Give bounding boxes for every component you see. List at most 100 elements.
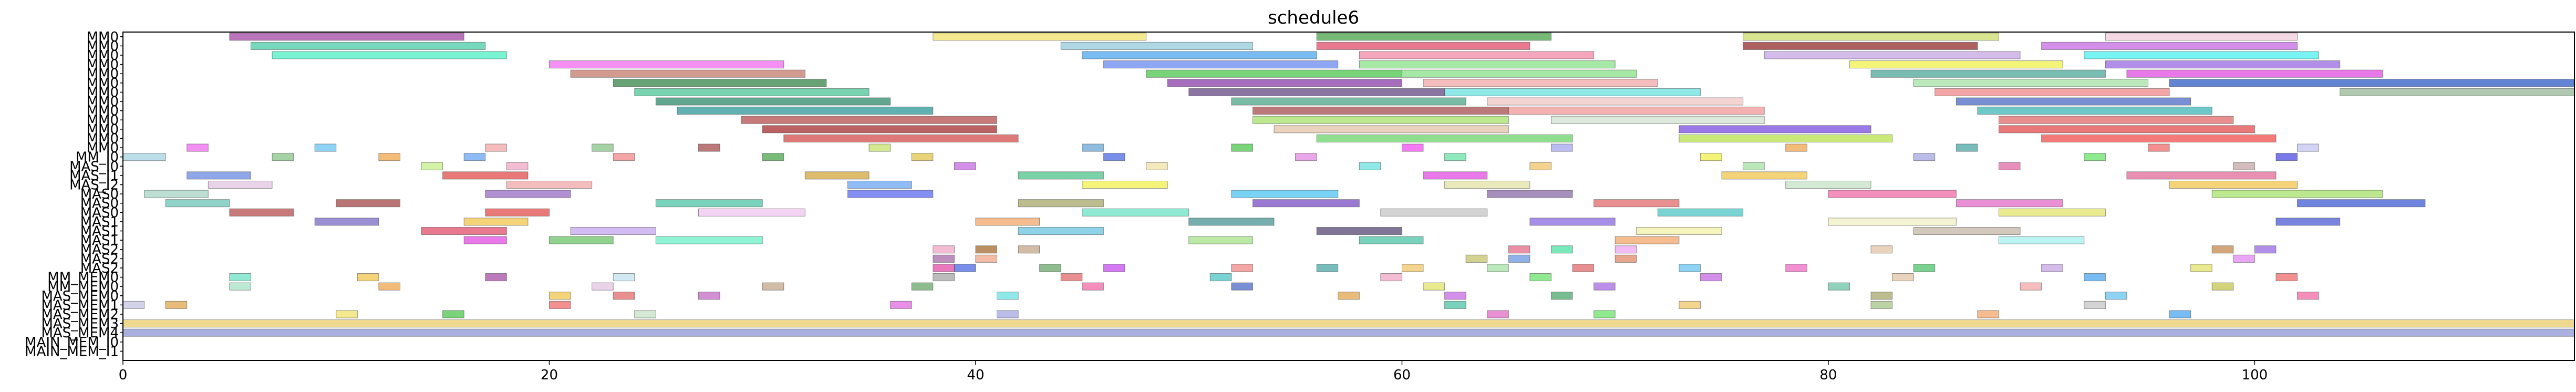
task-bar <box>1785 180 1871 189</box>
task-bar <box>144 190 209 198</box>
task-bar <box>1679 264 1701 272</box>
task-bar <box>1828 190 1957 198</box>
task-bar <box>933 273 955 282</box>
task-bar <box>1188 88 1445 96</box>
task-bar <box>1977 310 2000 318</box>
x-tick-label: 80 <box>1819 367 1837 383</box>
task-bar <box>975 218 1040 226</box>
row-label: MM0 <box>87 140 119 156</box>
task-bar <box>1316 42 1530 50</box>
task-bar <box>357 273 379 282</box>
task-bar <box>2084 273 2106 282</box>
task-bar <box>1550 116 1765 124</box>
row-label: MM0 <box>87 122 119 138</box>
task-bar <box>1594 199 1680 208</box>
task-bar <box>1679 125 1871 133</box>
task-bar <box>847 180 912 189</box>
task-bar <box>1487 310 1509 318</box>
task-bar <box>1231 282 1253 291</box>
row-label: MAS_MEM4 <box>41 325 119 341</box>
task-bar <box>1721 171 1807 180</box>
task-bar <box>1999 208 2106 216</box>
task-bar <box>1423 282 1445 291</box>
x-tick-label: 0 <box>119 367 128 383</box>
task-bar <box>1231 190 1339 198</box>
task-bar <box>463 153 486 161</box>
task-bar <box>975 245 998 254</box>
task-bar <box>2126 69 2383 78</box>
task-bar <box>549 236 614 244</box>
task-bar <box>1828 282 1850 291</box>
task-bar <box>1700 153 1722 161</box>
task-bar <box>378 153 400 161</box>
task-bar <box>954 162 976 170</box>
x-tick-label: 60 <box>1393 367 1411 383</box>
task-bar <box>165 199 230 208</box>
row-labels: MM0MM0MM0MM0MM0MM0MM0MM0MM0MM0MM0MM0MM0M… <box>25 29 123 359</box>
task-bar <box>1870 292 1893 300</box>
task-bar <box>549 301 571 309</box>
task-bar <box>229 208 294 216</box>
task-bar <box>506 162 529 170</box>
task-bar <box>762 125 998 133</box>
task-bar <box>336 310 358 318</box>
task-bar <box>1359 51 1595 59</box>
task-bar <box>187 171 251 180</box>
task-bar <box>1167 79 1402 87</box>
task-bar <box>613 79 827 87</box>
task-bar <box>1999 125 2255 133</box>
row-label: MAS_MEM2 <box>41 307 119 323</box>
task-bar <box>1529 162 1551 170</box>
task-bar <box>1039 264 1061 272</box>
row-label: MM_I0 <box>76 150 119 166</box>
task-bar <box>868 143 891 152</box>
task-bar <box>250 42 486 50</box>
task-bar <box>655 199 763 208</box>
row-label: MAS2 <box>80 261 119 276</box>
task-bar <box>2126 171 2277 180</box>
task-bar <box>2211 245 2234 254</box>
row-label: MM_MEM0 <box>47 279 119 295</box>
task-bar <box>1892 273 1914 282</box>
row-label: MM0 <box>87 66 119 82</box>
task-bar <box>122 153 166 161</box>
task-bar <box>570 69 805 78</box>
task-bar <box>1060 42 1253 50</box>
task-bar <box>2233 254 2255 263</box>
task-bar <box>1401 143 1424 152</box>
task-bar <box>314 218 379 226</box>
task-bar <box>1657 208 1744 216</box>
task-bar <box>2275 273 2298 282</box>
task-bar <box>485 143 507 152</box>
task-bar <box>1231 97 1466 106</box>
task-bar <box>655 236 763 244</box>
task-bar <box>1785 264 1807 272</box>
task-bar <box>2275 218 2341 226</box>
task-bar <box>2084 153 2106 161</box>
task-bar <box>1828 218 1957 226</box>
task-bar <box>421 226 507 235</box>
task-bar <box>783 134 1019 143</box>
task-bar <box>1508 254 1530 263</box>
task-bar <box>378 282 400 291</box>
row-label: MM0 <box>87 131 119 147</box>
task-bar <box>613 153 635 161</box>
row-label: MM0 <box>87 76 119 91</box>
task-bar <box>2211 190 2383 198</box>
task-bar <box>2084 301 2106 309</box>
task-bar <box>1103 153 1125 161</box>
task-bar <box>2233 162 2255 170</box>
task-bar <box>933 33 1147 41</box>
task-bar <box>1743 42 1978 50</box>
task-bar <box>997 292 1019 300</box>
task-bar <box>804 171 870 180</box>
task-bar <box>1018 245 1040 254</box>
task-bar <box>229 273 251 282</box>
task-bar <box>1103 60 1339 69</box>
task-bar <box>421 162 443 170</box>
task-bar <box>2105 292 2127 300</box>
task-bar <box>506 180 593 189</box>
task-bar <box>1743 33 2000 41</box>
task-bar <box>2148 143 2170 152</box>
task-bar <box>1401 264 1424 272</box>
